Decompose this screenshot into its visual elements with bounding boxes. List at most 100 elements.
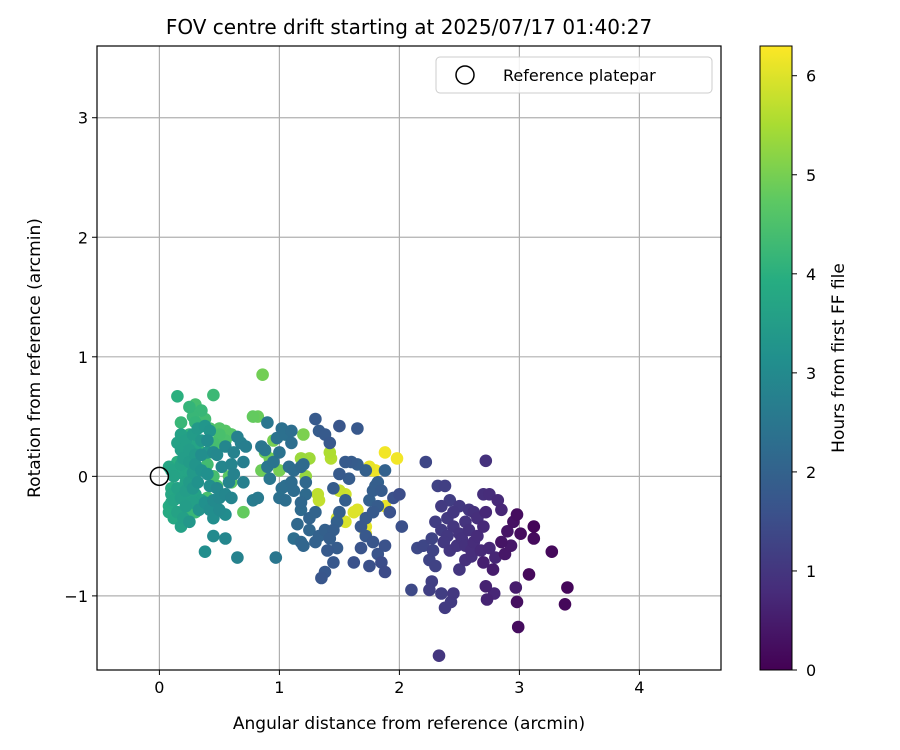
data-point bbox=[227, 467, 241, 481]
data-point bbox=[453, 563, 466, 576]
data-point bbox=[479, 580, 493, 593]
data-point bbox=[545, 545, 559, 558]
reference-platepar-marker bbox=[149, 466, 170, 487]
data-point bbox=[207, 529, 220, 543]
data-point bbox=[419, 455, 433, 469]
data-point bbox=[167, 470, 181, 483]
data-point bbox=[261, 416, 274, 429]
data-point bbox=[339, 494, 352, 507]
data-point bbox=[269, 551, 283, 564]
data-point bbox=[378, 565, 392, 579]
colorbar bbox=[759, 45, 793, 671]
data-point bbox=[203, 424, 217, 438]
data-point bbox=[501, 525, 514, 538]
data-point bbox=[354, 520, 368, 533]
data-point bbox=[315, 571, 328, 585]
data-point bbox=[201, 434, 214, 447]
data-point bbox=[225, 458, 238, 471]
data-point bbox=[514, 527, 527, 540]
x-tick-label: 1 bbox=[274, 678, 284, 697]
data-point bbox=[363, 559, 376, 573]
y-tick-label: 3 bbox=[78, 109, 88, 128]
data-point bbox=[285, 424, 298, 438]
data-point bbox=[256, 368, 269, 382]
legend-label: Reference platepar bbox=[503, 66, 656, 85]
data-point bbox=[510, 595, 524, 609]
colorbar-tick-label: 3 bbox=[806, 364, 816, 383]
y-tick-label: 0 bbox=[78, 467, 88, 486]
data-point bbox=[213, 503, 226, 517]
data-point bbox=[510, 508, 524, 521]
legend-marker-icon bbox=[455, 65, 475, 85]
x-tick-label: 2 bbox=[394, 678, 404, 697]
data-point bbox=[309, 535, 322, 549]
data-point bbox=[527, 520, 541, 533]
data-point bbox=[447, 587, 460, 600]
data-point bbox=[297, 539, 310, 552]
data-point bbox=[285, 436, 298, 450]
data-point bbox=[267, 455, 280, 469]
data-point bbox=[323, 436, 337, 450]
data-point bbox=[297, 428, 310, 441]
data-point bbox=[378, 446, 392, 459]
chart-title: FOV centre drift starting at 2025/07/17 … bbox=[166, 15, 652, 39]
data-point bbox=[327, 482, 340, 495]
data-point bbox=[366, 535, 380, 549]
data-point bbox=[171, 390, 184, 403]
colorbar-label: Hours from first FF file bbox=[829, 263, 849, 453]
x-tick-label: 0 bbox=[154, 678, 164, 697]
data-point bbox=[486, 563, 500, 576]
colorbar-ticks: 0 1 2 3 4 5 6 bbox=[792, 67, 816, 680]
data-point bbox=[378, 539, 392, 552]
data-point bbox=[479, 454, 493, 468]
colorbar-tick-label: 0 bbox=[806, 661, 816, 680]
data-point bbox=[509, 581, 523, 594]
data-point bbox=[330, 541, 344, 555]
data-point bbox=[375, 556, 388, 569]
data-point bbox=[237, 476, 250, 489]
x-tick-label: 3 bbox=[514, 678, 524, 697]
data-point bbox=[309, 505, 322, 519]
data-point bbox=[375, 484, 388, 498]
data-point bbox=[333, 419, 346, 433]
data-point bbox=[183, 400, 196, 414]
data-point bbox=[239, 440, 253, 453]
data-point bbox=[275, 422, 289, 435]
data-point bbox=[303, 523, 316, 537]
data-point bbox=[323, 532, 337, 545]
data-point bbox=[491, 494, 505, 507]
data-point bbox=[479, 505, 493, 519]
data-point bbox=[351, 422, 364, 435]
y-tick-label: 1 bbox=[78, 348, 88, 367]
data-point bbox=[227, 446, 241, 459]
data-point bbox=[495, 535, 508, 549]
data-point bbox=[426, 544, 440, 557]
gridlines bbox=[97, 46, 721, 670]
y-axis-label: Rotation from reference (arcmin) bbox=[25, 218, 45, 498]
data-point bbox=[191, 476, 205, 489]
data-point bbox=[393, 488, 406, 501]
data-point bbox=[201, 467, 214, 481]
data-point bbox=[207, 388, 220, 402]
colorbar-tick-label: 1 bbox=[806, 562, 816, 581]
data-points bbox=[162, 368, 574, 662]
data-point bbox=[263, 472, 277, 486]
data-point bbox=[366, 505, 380, 519]
data-point bbox=[195, 448, 208, 462]
data-point bbox=[383, 505, 397, 519]
data-point bbox=[351, 503, 364, 517]
data-point bbox=[285, 476, 298, 489]
data-point bbox=[294, 496, 308, 509]
data-point bbox=[435, 499, 448, 513]
legend-box bbox=[435, 56, 713, 94]
data-point bbox=[219, 532, 232, 545]
data-point bbox=[378, 464, 392, 477]
data-point bbox=[477, 556, 490, 569]
data-point bbox=[255, 440, 268, 453]
data-point bbox=[527, 532, 541, 545]
data-point bbox=[309, 412, 322, 426]
data-point bbox=[498, 547, 512, 561]
data-point bbox=[327, 556, 340, 569]
data-point bbox=[291, 517, 304, 531]
data-point bbox=[215, 460, 229, 474]
